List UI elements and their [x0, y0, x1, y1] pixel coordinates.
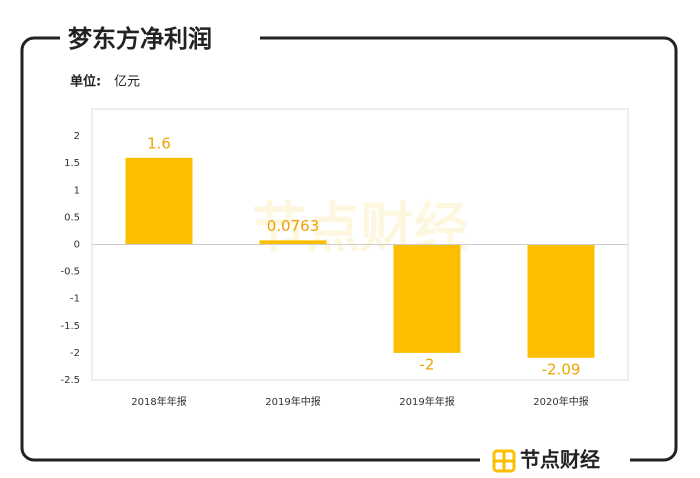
- value-label: -2: [420, 355, 435, 373]
- bar: [125, 157, 193, 245]
- value-label: 1.6: [147, 134, 171, 152]
- y-tick-label: 0.5: [64, 212, 80, 223]
- y-tick-label: 0: [74, 240, 80, 251]
- unit: 亿元: [114, 75, 140, 90]
- y-tick-label: -1: [70, 294, 80, 305]
- unit-prefix: 单位:: [70, 74, 101, 90]
- footer-brand: 节点财经: [520, 448, 600, 472]
- y-tick-label: 2: [74, 131, 80, 142]
- y-tick-label: -2.5: [60, 375, 80, 386]
- bar: [259, 240, 327, 245]
- x-tick-label: 2020年中报: [533, 395, 588, 408]
- y-tick-label: -2: [70, 348, 80, 359]
- frame: [20, 36, 678, 462]
- x-tick-label: 2019年年报: [399, 395, 454, 408]
- chart-title: 梦东方净利润: [68, 25, 212, 53]
- x-tick-label: 2019年中报: [265, 395, 320, 408]
- footer-bg: [480, 450, 630, 472]
- title-bg: [60, 28, 260, 50]
- y-tick-label: 1.5: [64, 158, 80, 169]
- footer-logo: [492, 449, 516, 473]
- y-tick-label: -0.5: [60, 267, 80, 278]
- x-tick-label: 2018年年报: [131, 395, 186, 408]
- value-label: -2.09: [542, 360, 581, 378]
- bar: [527, 244, 595, 358]
- value-label: 0.0763: [267, 217, 320, 235]
- bar: [393, 244, 461, 353]
- y-tick-label: 1: [74, 185, 80, 196]
- y-tick-label: -1.5: [60, 321, 80, 332]
